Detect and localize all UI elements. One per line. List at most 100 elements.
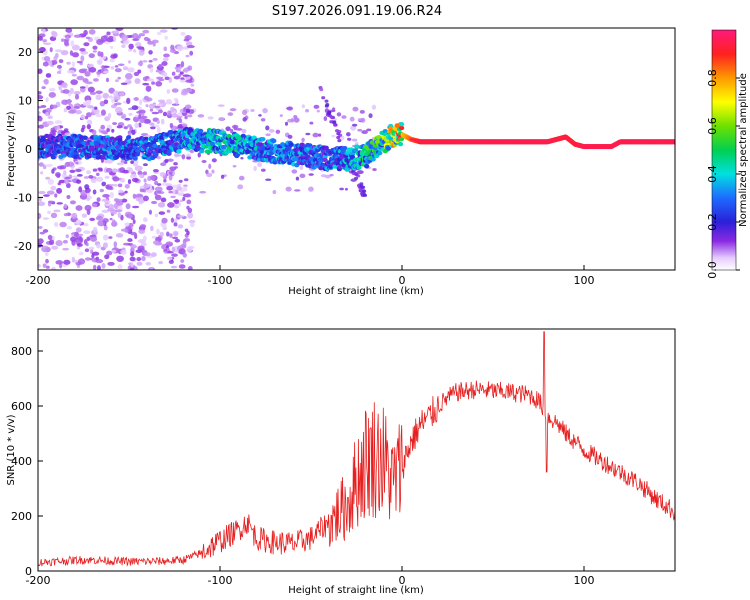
noise-blob xyxy=(182,74,190,77)
snr-y-tick-label: 400 xyxy=(11,455,32,468)
noise-blob xyxy=(133,266,138,270)
noise-blob xyxy=(42,39,48,42)
noise-blob xyxy=(149,108,154,112)
noise-blob xyxy=(319,88,324,92)
carrier-track-blob xyxy=(338,155,345,160)
noise-blob xyxy=(96,265,101,270)
noise-blob xyxy=(183,38,190,42)
noise-blob xyxy=(154,213,159,218)
noise-blob xyxy=(95,259,104,264)
noise-blob xyxy=(115,28,124,32)
noise-blob xyxy=(38,226,43,229)
noise-blob xyxy=(312,132,319,138)
noise-blob xyxy=(241,128,247,134)
noise-blob xyxy=(127,238,133,243)
noise-blob xyxy=(217,104,225,107)
noise-blob xyxy=(91,203,98,208)
noise-blob xyxy=(197,114,205,118)
noise-blob xyxy=(66,69,75,74)
carrier-track-blob xyxy=(50,154,56,160)
noise-blob xyxy=(329,120,334,124)
noise-blob xyxy=(63,213,69,217)
noise-blob xyxy=(313,104,320,109)
carrier-track-blob xyxy=(399,136,405,142)
noise-blob xyxy=(108,95,113,99)
noise-blob xyxy=(105,203,111,207)
noise-blob xyxy=(67,98,72,105)
spectrogram-y-tick-label: -20 xyxy=(14,240,32,253)
noise-blob xyxy=(120,177,126,183)
snr-x-axis: -200 -100 0 100 xyxy=(26,566,595,587)
noise-blob xyxy=(347,137,352,141)
noise-blob xyxy=(171,253,178,257)
noise-blob xyxy=(184,115,188,120)
noise-blob xyxy=(42,229,49,233)
noise-blob xyxy=(38,162,44,167)
noise-blob xyxy=(83,230,91,235)
noise-blob xyxy=(157,99,166,103)
noise-blob xyxy=(51,266,56,270)
noise-blob xyxy=(69,200,76,205)
noise-blob xyxy=(220,174,225,179)
carrier-track-blob xyxy=(199,149,205,154)
noise-blob xyxy=(143,118,151,124)
noise-blob xyxy=(127,178,132,185)
noise-blob xyxy=(54,193,58,198)
noise-blob xyxy=(47,115,54,119)
noise-blob xyxy=(299,173,306,179)
noise-blob xyxy=(179,199,184,203)
noise-blob xyxy=(138,122,142,128)
noise-blob xyxy=(318,133,322,137)
noise-blob xyxy=(178,264,186,269)
noise-blob xyxy=(149,67,154,73)
noise-blob xyxy=(183,178,189,182)
noise-blob xyxy=(88,29,96,35)
noise-blob xyxy=(121,198,128,203)
noise-blob xyxy=(71,44,80,51)
noise-blob xyxy=(63,203,68,209)
noise-blob xyxy=(126,97,131,105)
noise-blob xyxy=(79,86,86,89)
noise-blob xyxy=(81,213,88,218)
noise-blob xyxy=(182,196,186,201)
noise-blob xyxy=(117,183,123,188)
noise-blob xyxy=(121,113,127,119)
noise-blob xyxy=(112,90,121,97)
noise-blob xyxy=(339,187,344,191)
noise-blob xyxy=(107,261,115,266)
noise-blob xyxy=(42,263,47,268)
noise-blob xyxy=(95,176,104,182)
noise-blob xyxy=(138,229,146,234)
noise-blob xyxy=(163,178,167,183)
noise-blob xyxy=(45,107,52,113)
noise-blob xyxy=(237,184,244,190)
noise-blob xyxy=(73,91,81,95)
noise-blob xyxy=(143,252,151,257)
noise-blob xyxy=(148,59,153,63)
carrier-track-blob xyxy=(134,152,140,157)
noise-blob xyxy=(163,223,167,229)
noise-blob xyxy=(142,29,150,34)
noise-blob xyxy=(56,71,62,74)
noise-blob xyxy=(230,128,234,134)
noise-blob xyxy=(93,264,97,270)
noise-blob xyxy=(181,123,188,127)
noise-blob xyxy=(130,262,134,268)
noise-blob xyxy=(183,67,189,73)
noise-blob xyxy=(75,161,79,165)
noise-blob xyxy=(166,89,171,94)
noise-blob xyxy=(47,178,54,185)
noise-blob xyxy=(45,265,50,269)
noise-blob xyxy=(152,42,156,47)
noise-blob xyxy=(133,71,140,77)
noise-blob xyxy=(178,179,183,183)
noise-blob xyxy=(333,123,338,127)
noise-blob xyxy=(45,97,49,103)
noise-blob xyxy=(151,235,157,239)
spectrogram-x-tick-label: 0 xyxy=(399,274,406,287)
noise-blob xyxy=(140,242,147,247)
carrier-track-blob xyxy=(159,139,166,145)
noise-blob xyxy=(159,172,167,177)
noise-blob xyxy=(295,176,300,181)
noise-blob xyxy=(101,262,106,269)
